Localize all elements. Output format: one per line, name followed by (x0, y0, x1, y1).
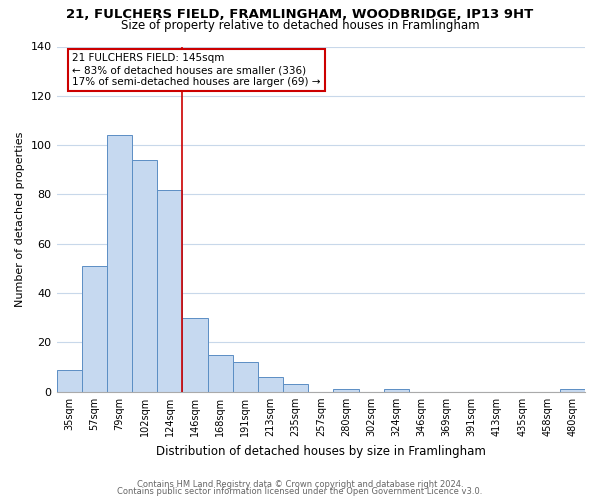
Bar (56, 370, 82, 392)
Bar (182, 318, 208, 392)
Bar (258, 377, 283, 392)
Text: Contains HM Land Registry data © Crown copyright and database right 2024.: Contains HM Land Registry data © Crown c… (137, 480, 463, 489)
Text: 21, FULCHERS FIELD, FRAMLINGHAM, WOODBRIDGE, IP13 9HT: 21, FULCHERS FIELD, FRAMLINGHAM, WOODBRI… (67, 8, 533, 20)
Bar (383, 390, 409, 392)
Bar (560, 390, 585, 392)
Bar (132, 160, 157, 392)
Text: Contains public sector information licensed under the Open Government Licence v3: Contains public sector information licen… (118, 487, 482, 496)
Bar (107, 136, 132, 392)
Y-axis label: Number of detached properties: Number of detached properties (15, 132, 25, 307)
Text: Size of property relative to detached houses in Framlingham: Size of property relative to detached ho… (121, 18, 479, 32)
Bar (208, 355, 233, 392)
Text: 21 FULCHERS FIELD: 145sqm
← 83% of detached houses are smaller (336)
17% of semi: 21 FULCHERS FIELD: 145sqm ← 83% of detac… (73, 54, 321, 86)
X-axis label: Distribution of detached houses by size in Framlingham: Distribution of detached houses by size … (156, 444, 486, 458)
Bar (82, 266, 107, 392)
Bar (233, 362, 258, 392)
Bar (283, 384, 308, 392)
Bar (157, 190, 182, 392)
Bar (334, 390, 359, 392)
